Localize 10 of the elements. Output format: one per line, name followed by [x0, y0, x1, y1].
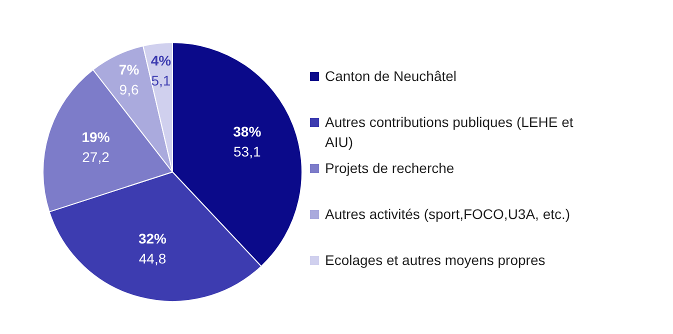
legend-label: Projets de recherche: [325, 159, 454, 178]
legend-label: Autres activités (sport,FOCO,U3A, etc.): [325, 205, 570, 224]
legend-label: Autres contributions publiques (LEHE et AIU): [325, 113, 574, 152]
legend-label: Canton de Neuchâtel: [325, 67, 457, 86]
data-label: 7% 9,6: [118, 62, 140, 98]
data-label: 32% 44,8: [138, 230, 168, 267]
data-label: 19% 27,2: [82, 129, 110, 166]
data-label: 38% 53,1: [233, 123, 262, 160]
data-label: 4% 5,1: [150, 52, 172, 89]
legend-label: Ecolages et autres moyens propres: [325, 251, 546, 270]
